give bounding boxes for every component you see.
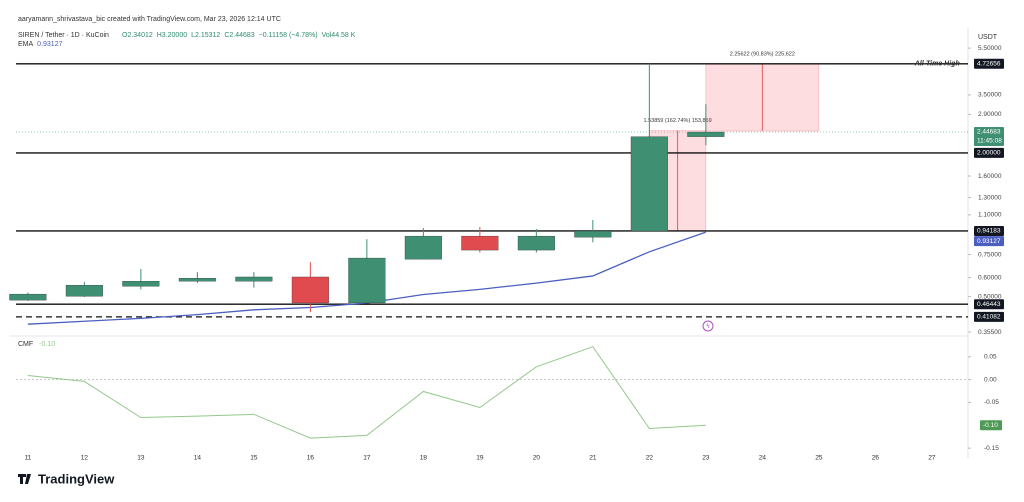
value-label: -0.10: [983, 422, 998, 429]
x-tick-label: 25: [815, 455, 823, 462]
level-text: All-Time High -: [914, 61, 965, 68]
y-tick-label: 1.30000: [978, 194, 1002, 201]
y-tick-label: 0.75000: [978, 251, 1002, 258]
x-tick-label: 16: [307, 455, 315, 462]
x-tick-label: 17: [363, 455, 371, 462]
candle-body: [65, 285, 103, 297]
level-label-box: [974, 299, 1004, 310]
candle-body: [461, 235, 499, 251]
ema-label: 0.93127: [977, 238, 1001, 245]
price-label: 2.44683: [977, 129, 1001, 136]
candle-body: [235, 276, 273, 282]
y-tick-label: -0.05: [984, 399, 999, 406]
candle-body: [404, 235, 442, 260]
event-icon: [702, 320, 714, 332]
candle-body: [687, 131, 725, 137]
ohlc-value: O2.34012: [122, 32, 153, 39]
y-tick-label: 0.60000: [978, 274, 1002, 281]
level-label-box: [974, 225, 1004, 236]
x-tick-label: 13: [137, 455, 145, 462]
x-tick-label: 24: [759, 455, 767, 462]
candle-body: [291, 276, 329, 304]
candle-body: [122, 281, 160, 287]
y-tick-label: 1.60000: [978, 173, 1002, 180]
attribution: aaryamann_shrivastava_bic created with T…: [18, 16, 281, 23]
y-tick-label: 2.90000: [978, 111, 1002, 118]
y-tick-label: 3.50000: [978, 92, 1002, 99]
x-tick-label: 18: [420, 455, 428, 462]
x-tick-label: 11: [24, 455, 31, 462]
candle-body: [9, 293, 47, 301]
level-label: 0.46443: [977, 301, 1001, 308]
pane-title: CMF: [18, 341, 33, 348]
x-tick-label: 14: [194, 455, 202, 462]
level-label: 2.00000: [977, 150, 1001, 157]
measure-label: 2.25622 (90.83%) 225,622: [730, 51, 795, 57]
x-tick-label: 12: [81, 455, 89, 462]
x-tick-label: 19: [476, 455, 484, 462]
ohlc-value: C2.44683: [224, 32, 254, 39]
x-tick-label: 20: [533, 455, 541, 462]
level-label: 0.41082: [977, 314, 1001, 321]
y-tick-label: 5.50000: [978, 45, 1002, 52]
x-tick-label: 27: [928, 455, 936, 462]
legend-value: 0.93127: [37, 41, 62, 48]
y-tick-label: 0.50000: [978, 293, 1002, 300]
legend-value: -0.10: [39, 341, 55, 348]
cmf-line: [27, 346, 706, 439]
x-tick-label: 21: [589, 455, 597, 462]
x-tick-label: 15: [250, 455, 258, 462]
candle-body: [630, 136, 668, 232]
x-tick-label: 26: [872, 455, 880, 462]
candle-body: [574, 230, 612, 238]
level-label-box: [974, 147, 1004, 158]
logo-mark: [18, 474, 31, 484]
candle-body: [348, 257, 386, 304]
ema-label-box: [974, 236, 1004, 247]
ohlc-value: −0.11158 (−4.78%): [259, 32, 318, 39]
y-tick-label: -0.15: [984, 445, 999, 452]
ohlc-value: H3.20000: [157, 32, 187, 39]
level-label: 4.72656: [977, 61, 1001, 68]
y-tick-label: 1.10000: [978, 212, 1002, 219]
value-label-box: [980, 420, 1002, 431]
level-label-box: [974, 311, 1004, 322]
symbol: SIREN / Tether · 1D · KuCoin: [18, 32, 109, 39]
level-label-box: [974, 58, 1004, 69]
y-tick-label: 0.35500: [978, 329, 1002, 336]
countdown: 11:45:08: [977, 138, 1002, 145]
ohlc-value: Vol44.58 K: [322, 32, 356, 39]
candle-body: [517, 235, 555, 251]
ohlc-value: L2.15312: [191, 32, 220, 39]
y-tick-label: 0.05: [984, 353, 997, 360]
y-tick-label: 0.00: [984, 376, 997, 383]
y-unit: USDT: [978, 34, 998, 41]
logo: TradingView: [38, 471, 115, 486]
legend-name: EMA: [18, 41, 34, 48]
x-tick-label: 23: [702, 455, 710, 462]
measure-label: 1.53859 (162.74%) 153,859: [643, 118, 711, 124]
level-label: 0.94183: [977, 228, 1001, 235]
event-icon-glyph: ϟ: [706, 324, 710, 330]
x-tick-label: 22: [646, 455, 654, 462]
price-label-box: [974, 127, 1004, 147]
candle-body: [178, 278, 216, 282]
